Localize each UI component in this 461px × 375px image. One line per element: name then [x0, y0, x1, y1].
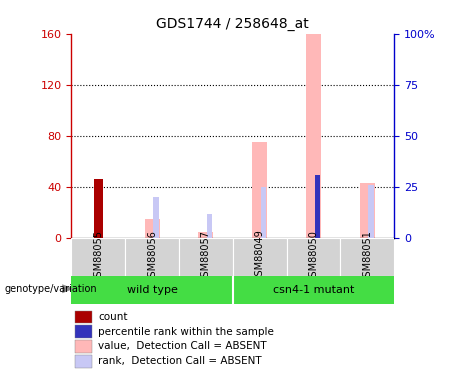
Bar	[75, 310, 92, 323]
Text: GSM88055: GSM88055	[93, 230, 103, 283]
Text: GSM88056: GSM88056	[147, 230, 157, 283]
Bar	[233, 276, 394, 304]
Bar	[368, 185, 374, 238]
Bar	[261, 187, 266, 238]
Bar	[340, 238, 394, 276]
Bar	[145, 219, 160, 238]
Bar	[306, 34, 321, 238]
Bar	[314, 175, 320, 238]
Polygon shape	[62, 284, 74, 293]
Title: GDS1744 / 258648_at: GDS1744 / 258648_at	[156, 17, 309, 32]
Text: GSM88050: GSM88050	[308, 230, 319, 283]
Bar	[179, 238, 233, 276]
Text: GSM88051: GSM88051	[362, 230, 372, 283]
Bar	[75, 355, 92, 368]
Text: GSM88057: GSM88057	[201, 230, 211, 283]
Text: genotype/variation: genotype/variation	[5, 285, 97, 294]
Bar	[360, 183, 375, 238]
Bar	[198, 232, 213, 238]
Bar	[287, 238, 340, 276]
Bar	[233, 238, 287, 276]
Bar	[71, 238, 125, 276]
Text: value,  Detection Call = ABSENT: value, Detection Call = ABSENT	[98, 342, 266, 351]
Text: csn4-1 mutant: csn4-1 mutant	[273, 285, 354, 295]
Text: percentile rank within the sample: percentile rank within the sample	[98, 327, 274, 337]
Bar	[71, 276, 233, 304]
Bar	[75, 326, 92, 338]
Text: rank,  Detection Call = ABSENT: rank, Detection Call = ABSENT	[98, 356, 261, 366]
Text: count: count	[98, 312, 127, 322]
Bar	[153, 197, 159, 238]
Bar	[252, 142, 267, 238]
Bar	[207, 214, 213, 238]
Bar	[94, 179, 103, 238]
Text: GSM88049: GSM88049	[254, 230, 265, 282]
Bar	[125, 238, 179, 276]
Text: wild type: wild type	[127, 285, 177, 295]
Bar	[75, 340, 92, 352]
Bar	[314, 175, 320, 238]
